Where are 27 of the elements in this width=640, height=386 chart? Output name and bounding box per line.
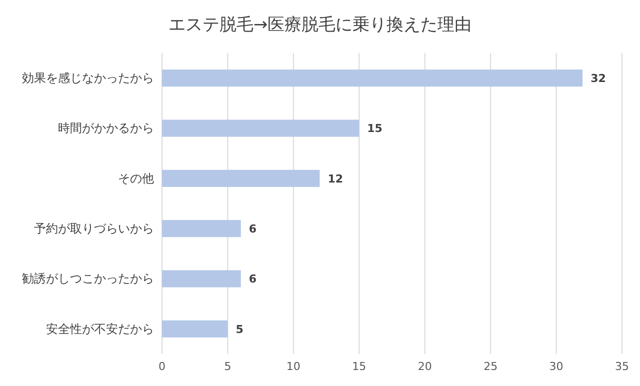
y-tick-label: 効果を感じなかったから (22, 70, 154, 85)
y-tick-label: 勧誘がしつこかったから (22, 272, 154, 286)
data-label: 6 (248, 222, 257, 236)
bar (162, 170, 320, 187)
x-tick-label: 10 (286, 360, 300, 373)
x-tick-label: 0 (158, 360, 166, 373)
bar (162, 320, 228, 338)
x-tick-label: 35 (615, 360, 629, 373)
x-tick-label: 20 (418, 360, 432, 373)
y-tick-label: 時間がかかるから (58, 121, 154, 136)
bar (162, 220, 241, 238)
bar (162, 120, 360, 137)
chart-title: エステ脱毛→医療脱毛に乗り換えた理由 (168, 15, 472, 35)
data-label: 15 (367, 122, 382, 136)
x-tick-label: 25 (484, 360, 498, 373)
y-tick-label: その他 (118, 171, 154, 186)
data-label: 6 (248, 272, 257, 286)
data-label: 12 (328, 172, 344, 186)
bar (162, 70, 583, 87)
bar (162, 270, 241, 288)
y-tick-label: 安全性が不安だから (46, 322, 154, 336)
x-tick-label: 5 (224, 360, 232, 373)
data-label: 32 (590, 72, 606, 85)
x-tick-label: 30 (549, 360, 564, 373)
x-tick-label: 15 (352, 360, 366, 373)
y-tick-label: 予約が取りづらいから (34, 221, 154, 236)
data-label: 5 (236, 322, 244, 336)
